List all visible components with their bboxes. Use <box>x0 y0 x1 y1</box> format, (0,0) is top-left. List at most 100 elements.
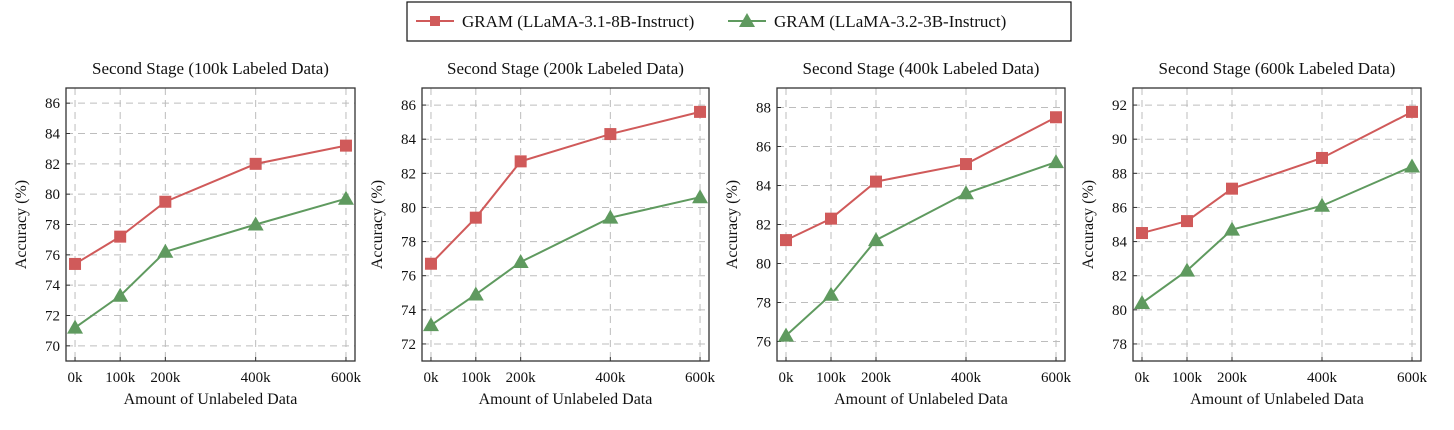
x-tick-label: 200k <box>1217 370 1248 386</box>
data-point-square <box>694 105 707 118</box>
y-tick-label: 90 <box>1112 132 1127 148</box>
y-tick-label: 80 <box>1112 303 1127 319</box>
data-point-triangle <box>67 319 84 334</box>
data-point-square <box>1316 151 1328 164</box>
y-axis-label: Accuracy (%) <box>1080 180 1097 269</box>
data-point-square <box>339 139 352 152</box>
legend: GRAM (LLaMA-3.1-8B-Instruct) GRAM (LLaMA-… <box>406 1 1072 42</box>
legend-label: GRAM (LLaMA-3.2-3B-Instruct) <box>774 12 1006 31</box>
chart-title: Second Stage (100k Labeled Data) <box>92 59 329 78</box>
data-point-triangle <box>1179 262 1195 277</box>
data-point-square <box>780 234 792 247</box>
data-point-triangle <box>1134 294 1150 309</box>
x-tick-label: 400k <box>595 370 626 386</box>
data-point-square <box>249 157 262 170</box>
series-line <box>1141 110 1413 234</box>
x-tick-label: 0k <box>423 370 439 386</box>
y-tick-label: 86 <box>45 96 61 112</box>
x-tick-label: 0k <box>779 370 795 386</box>
x-tick-label: 200k <box>861 370 892 386</box>
data-point-triangle <box>692 189 709 204</box>
y-tick-label: 74 <box>401 303 417 319</box>
y-tick-label: 88 <box>756 101 771 117</box>
data-point-triangle <box>337 190 354 205</box>
y-tick-label: 72 <box>401 337 416 353</box>
data-point-square <box>469 211 482 224</box>
x-tick-label: 100k <box>461 370 492 386</box>
y-tick-label: 78 <box>45 218 60 234</box>
chart-title: Second Stage (400k Labeled Data) <box>803 59 1040 78</box>
data-point-triangle <box>868 232 884 247</box>
data-point-triangle <box>512 254 529 269</box>
data-point-triangle <box>602 209 619 224</box>
data-point-square <box>1406 105 1418 118</box>
y-tick-label: 82 <box>401 166 416 182</box>
x-tick-label: 400k <box>1307 370 1338 386</box>
y-tick-label: 86 <box>401 98 417 114</box>
x-axis-label: Amount of Unlabeled Data <box>479 391 653 408</box>
legend-label: GRAM (LLaMA-3.1-8B-Instruct) <box>462 12 694 31</box>
y-tick-label: 76 <box>401 269 417 285</box>
series-line <box>785 161 1057 337</box>
x-tick-label: 600k <box>1397 370 1428 386</box>
x-axis-label: Amount of Unlabeled Data <box>1190 391 1364 408</box>
y-axis-label: Accuracy (%) <box>13 180 30 269</box>
data-point-square <box>870 175 882 188</box>
series-line <box>1141 165 1413 304</box>
y-tick-label: 76 <box>756 335 772 351</box>
y-tick-label: 84 <box>401 132 417 148</box>
series-1 <box>424 105 707 270</box>
y-tick-label: 84 <box>756 179 772 195</box>
chart-title: Second Stage (600k Labeled Data) <box>1159 59 1396 78</box>
series-2 <box>1134 158 1420 309</box>
series-2 <box>67 190 354 334</box>
legend-marker-triangle <box>739 13 755 27</box>
x-tick-label: 100k <box>816 370 847 386</box>
data-point-triangle <box>157 243 174 258</box>
chart-title: Second Stage (200k Labeled Data) <box>447 59 684 78</box>
y-tick-label: 78 <box>756 296 771 312</box>
data-point-triangle <box>778 327 794 342</box>
data-point-triangle <box>1404 158 1420 173</box>
series-1 <box>69 139 352 270</box>
series-1 <box>780 111 1062 247</box>
y-tick-label: 72 <box>45 309 60 325</box>
x-tick-label: 0k <box>1135 370 1151 386</box>
plot-frame <box>65 87 356 362</box>
y-tick-label: 82 <box>756 218 771 234</box>
data-point-square <box>69 257 82 270</box>
chart-panel: Second Stage (600k Labeled Data) 78 80 82 84… <box>1080 59 1428 408</box>
data-point-triangle <box>823 286 839 301</box>
y-tick-label: 80 <box>45 187 60 203</box>
x-tick-label: 0k <box>68 370 84 386</box>
y-tick-label: 76 <box>45 248 61 264</box>
y-tick-label: 92 <box>1112 98 1127 114</box>
x-tick-label: 400k <box>241 370 272 386</box>
y-tick-label: 70 <box>45 339 60 355</box>
data-point-triangle <box>422 317 439 332</box>
data-point-square <box>825 212 837 225</box>
plot-frame <box>1132 87 1422 362</box>
y-tick-label: 80 <box>401 200 416 216</box>
data-point-triangle <box>1048 154 1064 169</box>
data-point-square <box>960 158 972 171</box>
data-point-triangle <box>112 287 129 302</box>
chart-panel: Second Stage (400k Labeled Data) 76 78 80 82… <box>724 59 1072 408</box>
data-point-square <box>1136 227 1148 240</box>
y-tick-label: 86 <box>756 140 772 156</box>
y-tick-label: 78 <box>401 235 416 251</box>
legend-marker-square <box>430 16 440 26</box>
data-point-square <box>604 128 617 141</box>
data-point-square <box>159 195 172 208</box>
data-point-square <box>424 257 437 270</box>
data-point-square <box>1050 111 1062 124</box>
data-point-square <box>1181 215 1193 228</box>
x-tick-label: 200k <box>150 370 181 386</box>
y-tick-label: 82 <box>45 157 60 173</box>
y-tick-label: 74 <box>45 278 61 294</box>
x-tick-label: 600k <box>685 370 716 386</box>
data-point-triangle <box>1224 221 1240 236</box>
plot-frame <box>776 87 1066 362</box>
data-point-triangle <box>467 286 484 301</box>
